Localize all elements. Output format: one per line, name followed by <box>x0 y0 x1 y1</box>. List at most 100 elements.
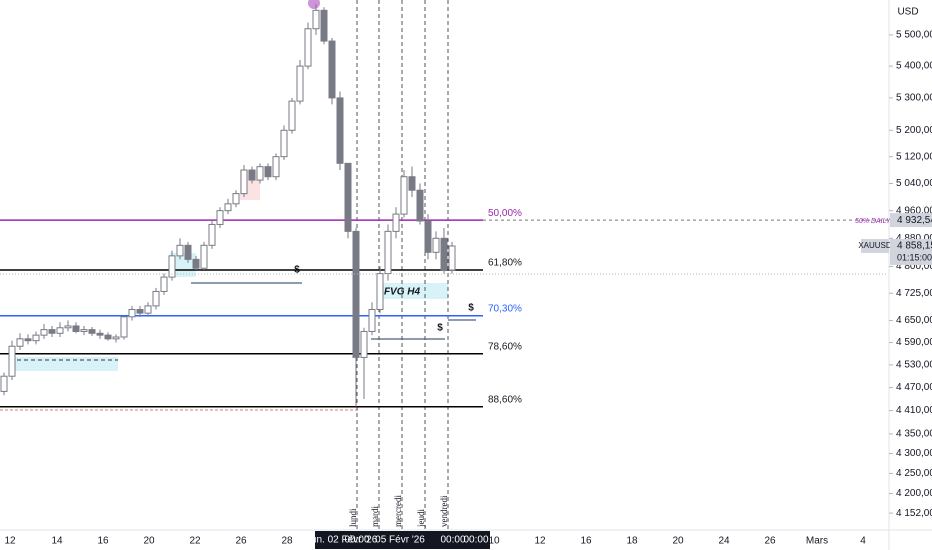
candle-body <box>360 330 368 358</box>
level-label: 88,60% <box>488 394 522 405</box>
crosshair-label: 00:00 <box>440 535 465 546</box>
crosshair-label: 00:00 <box>463 535 488 546</box>
y-tick-label: 5 120,00 <box>896 151 932 162</box>
candle-body <box>112 336 120 340</box>
candle-body <box>440 237 448 271</box>
x-tick-label: 4 <box>860 536 866 547</box>
marker <box>308 0 320 9</box>
y-tick-label: 4 300,00 <box>896 448 932 459</box>
price-tag-label: 4 858,15 <box>897 241 932 252</box>
y-tick-label: 4 350,00 <box>896 429 932 440</box>
x-tick-label: 20 <box>143 536 155 547</box>
candle-body <box>288 100 296 131</box>
annotation: FVG H4 <box>384 287 421 298</box>
x-tick-label: 12 <box>4 536 16 547</box>
candle-body <box>384 230 392 275</box>
y-tick-label: 4 650,00 <box>896 315 932 326</box>
candle-body <box>128 309 136 318</box>
currency: USD <box>897 7 918 18</box>
candle-body <box>136 309 144 314</box>
candle-body <box>392 213 400 232</box>
y-tick-label: 5 200,00 <box>896 125 932 136</box>
candle-body <box>368 309 376 332</box>
candle-body <box>320 9 328 42</box>
candle-body <box>152 290 160 307</box>
candle-body <box>120 316 128 338</box>
candle-body <box>312 9 320 30</box>
candle-body <box>16 338 24 347</box>
price-tag-label: 4 932,54 <box>897 215 932 226</box>
x-tick-label: 16 <box>97 536 109 547</box>
candle-body <box>88 329 96 334</box>
y-tick-label: 5 040,00 <box>896 178 932 189</box>
y-tick-label: 4 470,00 <box>896 382 932 393</box>
candle-body <box>144 305 152 314</box>
candle-body <box>216 210 224 225</box>
annotation: $ <box>437 323 443 334</box>
candle-body <box>80 329 88 332</box>
x-tick-label: 18 <box>626 536 638 547</box>
x-tick-label: 16 <box>580 536 592 547</box>
day-label: lundi <box>348 508 358 527</box>
symbol-tag <box>861 238 889 253</box>
crosshair-label: 05 Févr '26 <box>375 535 425 546</box>
symbol-label: XAUUSD <box>858 241 892 250</box>
level-label: 50,00% <box>488 208 522 219</box>
x-tick-label: 26 <box>235 536 247 547</box>
crosshair-box <box>315 531 490 549</box>
x-tick-label: 28 <box>281 536 293 547</box>
candle-body <box>32 334 40 342</box>
candle-body <box>328 40 336 99</box>
zone <box>380 283 448 299</box>
annotation: $ <box>468 303 474 314</box>
candle-body <box>192 258 200 269</box>
countdown: 01:15:00 <box>897 252 932 262</box>
candle-body <box>416 189 424 222</box>
y-tick-label: 4 250,00 <box>896 468 932 479</box>
candle-body <box>208 223 216 246</box>
candle-body <box>40 329 48 336</box>
daily-label: 50% DAILY <box>855 218 892 225</box>
level-label: 70,30% <box>488 303 522 314</box>
candle-body <box>104 334 112 340</box>
candle-body <box>168 255 176 278</box>
candle-body <box>56 327 64 334</box>
candle-body <box>352 230 360 358</box>
x-tick-label: 22 <box>189 536 201 547</box>
x-tick-label: 14 <box>51 536 63 547</box>
x-tick-label: Mars <box>806 536 828 547</box>
crosshair-label: lun. 02 Févr '26 <box>309 535 378 546</box>
y-tick-label: 4 200,00 <box>896 488 932 499</box>
candle-body <box>24 338 32 342</box>
candle-body <box>0 375 8 392</box>
candle-body <box>248 169 256 181</box>
candle-body <box>232 193 240 205</box>
candle-body <box>400 176 408 215</box>
x-tick-label: 20 <box>672 536 684 547</box>
day-label: mardi <box>370 506 380 527</box>
candle-body <box>72 325 80 332</box>
candle-body <box>160 276 168 292</box>
candle-body <box>272 156 280 178</box>
candle-body <box>264 166 272 178</box>
candle-body <box>336 97 344 164</box>
candle-body <box>296 65 304 102</box>
candle-body <box>8 345 16 377</box>
candle-body <box>280 129 288 158</box>
candle-body <box>64 325 72 329</box>
candle-body <box>256 166 264 181</box>
candle-body <box>48 329 56 334</box>
y-tick-label: 4 800,00 <box>896 261 932 272</box>
y-tick-label: 5 400,00 <box>896 61 932 72</box>
day-label: vendredi <box>439 495 449 527</box>
candle-body <box>376 273 384 311</box>
candle-body <box>200 244 208 269</box>
y-tick-label: 5 500,00 <box>896 30 932 41</box>
day-label: mercredi <box>393 495 403 527</box>
price-tag <box>890 213 932 228</box>
candle-body <box>344 162 352 232</box>
x-tick-label: 26 <box>764 536 776 547</box>
candle-body <box>224 203 232 212</box>
y-tick-label: 4 410,00 <box>896 405 932 416</box>
